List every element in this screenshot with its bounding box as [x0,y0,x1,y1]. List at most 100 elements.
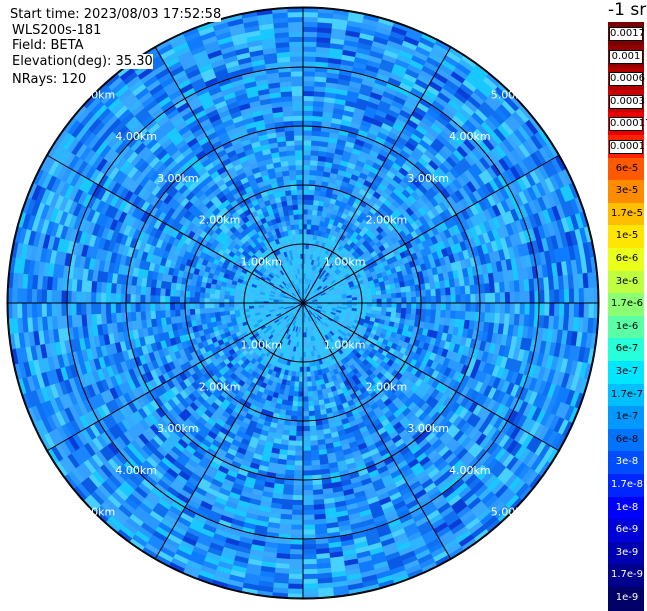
field-cell [194,291,201,298]
field-cell [204,307,211,314]
field-cell [313,400,320,407]
field-cell [218,293,225,300]
field-cell [405,291,412,298]
field-cell [159,295,166,304]
field-cell [409,284,417,292]
field-cell [287,154,296,161]
field-cell [312,390,318,397]
field-cell [302,154,311,161]
field-cell [238,299,245,304]
field-cell [291,405,298,412]
field-cell [302,179,310,186]
field-cell [308,189,316,196]
field-cell [509,291,516,304]
field-cell [284,189,292,197]
field-cell [420,302,427,310]
field-cell [290,189,298,196]
field-cell [311,469,322,476]
field-cell [154,302,161,311]
field-cell [223,306,230,312]
field-cell [213,298,220,304]
field-cell [164,302,171,311]
field-cell [164,295,171,304]
field-cell [425,309,432,317]
field-cell [302,435,311,442]
field-cell [310,445,319,452]
field-cell [292,391,299,397]
field-cell [420,289,427,298]
field-cell [302,149,312,156]
field-cell [306,376,312,383]
field-cell [292,100,304,107]
field-cell [299,238,304,245]
field-cell [233,299,240,304]
field-cell [189,308,196,316]
field-cell [425,302,432,310]
field-cell [204,312,211,319]
field-cell [302,504,315,511]
field-cell [284,469,295,476]
field-cell [305,361,310,368]
field-cell [289,219,295,226]
field-cell [291,509,304,516]
field-cell [248,305,255,309]
field-cell [302,499,314,506]
field-cell [376,298,383,304]
field-cell [469,284,476,295]
field-cell [296,238,301,245]
field-cell [465,302,471,313]
field-cell [298,371,304,378]
field-cell [204,287,211,294]
field-cell [302,199,309,205]
field-cell [425,289,432,297]
field-cell [302,411,310,417]
field-cell [149,294,156,304]
field-cell [130,293,136,304]
field-cell [295,169,304,176]
field-cell [445,295,452,304]
field-cell [494,302,501,314]
field-cell [409,314,417,322]
field-cell [385,288,392,295]
field-cell [313,194,321,201]
field-cell [307,209,314,215]
field-cell [302,494,314,501]
field-cell [311,130,322,137]
field-cell [199,313,206,320]
field-cell [291,400,299,407]
field-cell [285,405,293,412]
field-cell [440,309,447,319]
field-cell [288,164,297,171]
field-cell [213,302,220,308]
field-cell [435,302,442,311]
field-cell [400,313,407,320]
field-cell [286,150,296,157]
field-cell [302,174,310,181]
field-cell [285,140,295,147]
field-cell [302,233,307,240]
field-cell [174,289,181,297]
field-cell [308,410,316,417]
field-cell [295,440,304,447]
field-cell [391,292,397,299]
field-cell [218,302,225,308]
field-cell [469,311,476,322]
field-cell [299,233,304,240]
field-cell [296,411,304,417]
field-cell [386,307,392,313]
field-cell [209,302,215,309]
field-cell [313,405,321,412]
field-cell [258,304,264,308]
field-cell [390,288,397,294]
field-cell [307,214,313,220]
field-cell [135,311,142,321]
field-cell [297,209,304,215]
field-cell [295,159,304,166]
field-cell [440,295,447,304]
field-cell [209,292,215,299]
field-cell [470,293,476,304]
field-cell [286,449,296,456]
field-cell [189,302,195,310]
field-cell [297,248,301,255]
field-cell [293,470,304,476]
